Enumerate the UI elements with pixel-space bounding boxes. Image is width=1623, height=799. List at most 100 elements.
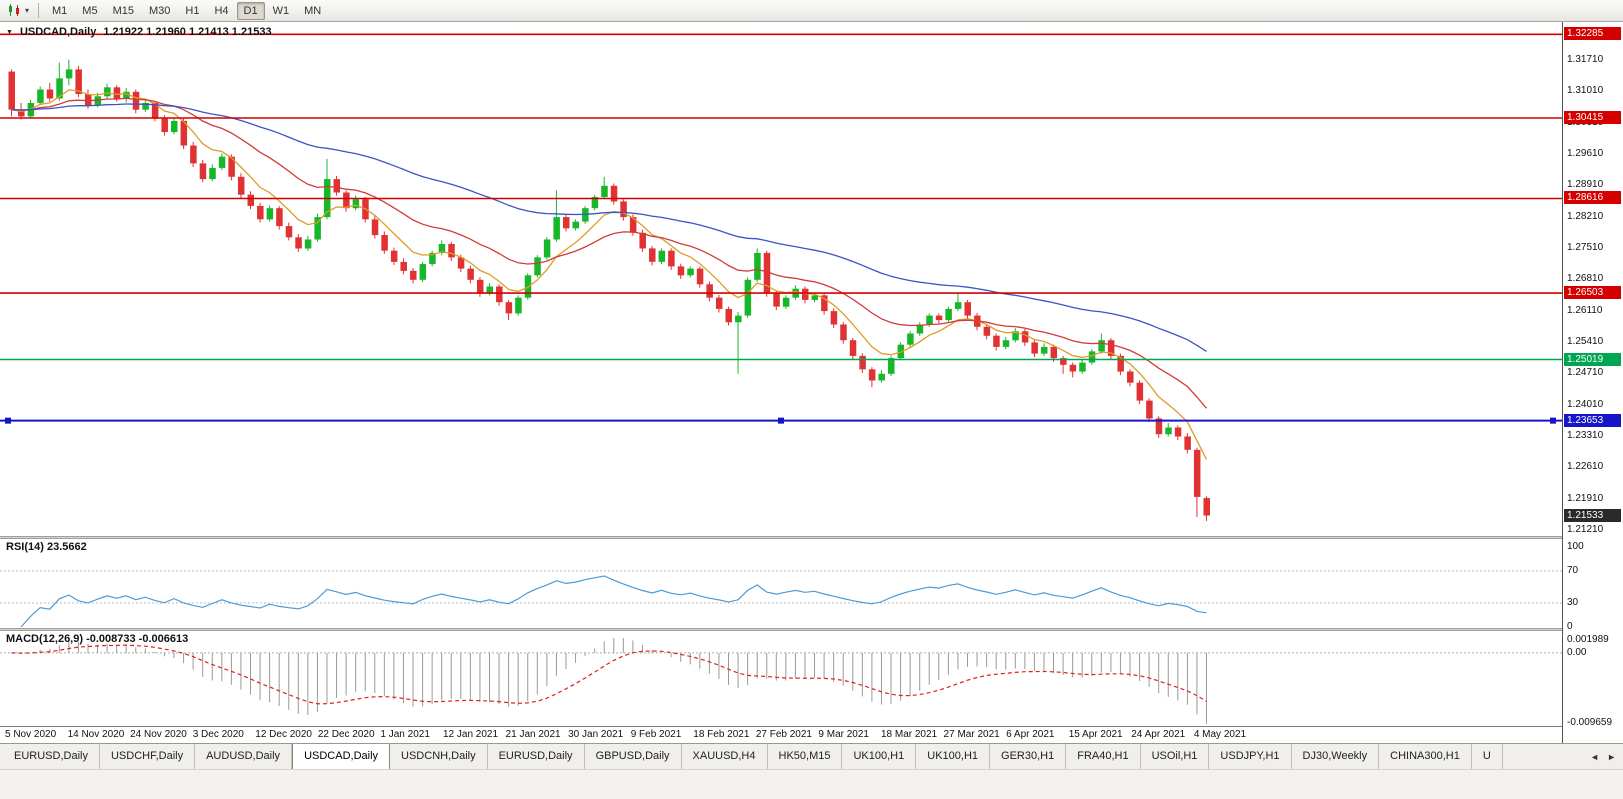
date-axis-label: 9 Mar 2021 — [818, 729, 869, 740]
date-axis-label: 5 Nov 2020 — [5, 729, 57, 740]
chart-tab-usdjpy-h1[interactable]: USDJPY,H1 — [1209, 744, 1292, 769]
price-axis-label: 1.26110 — [1567, 304, 1603, 316]
tab-scroll-arrows: ◄ ► — [1583, 744, 1623, 769]
price-axis-label: 1.23310 — [1567, 430, 1604, 441]
timeframe-button-m1[interactable]: M1 — [52, 4, 68, 17]
price-level-badge[interactable]: 1.30415 — [1564, 110, 1621, 124]
price-level-badge[interactable]: 1.32285 — [1564, 27, 1621, 41]
collapse-icon[interactable]: ▼ — [6, 28, 13, 36]
status-strip — [0, 769, 1623, 799]
chart-tab-usdcad-daily[interactable]: USDCAD,Daily — [292, 744, 391, 769]
price-axis-label: 1.22610 — [1567, 461, 1604, 473]
price-axis-label: 1.21210 — [1567, 524, 1604, 535]
price-scale[interactable]: 1.317101.310101.303101.296101.289101.282… — [1562, 22, 1623, 743]
chart-tab-eurusd-daily[interactable]: EURUSD,Daily — [3, 744, 100, 769]
rsi-axis-label: 0 — [1567, 621, 1573, 632]
date-axis-label: 14 Nov 2020 — [67, 729, 125, 740]
date-axis-label: 6 Apr 2021 — [1006, 729, 1055, 740]
date-axis-label: 1 Jan 2021 — [380, 729, 430, 740]
rsi-axis-label: 30 — [1567, 597, 1579, 608]
price-axis-label: 1.24010 — [1567, 398, 1604, 410]
price-level-badge[interactable]: 1.26503 — [1564, 286, 1621, 300]
macd-axis-label: 0.001989 — [1567, 634, 1609, 645]
candlestick-series — [8, 59, 1210, 521]
chart-symbol-label: USDCAD,Daily — [19, 26, 97, 38]
chart-tab-gbpusd-daily[interactable]: GBPUSD,Daily — [585, 744, 682, 769]
price-axis-label: 1.25410 — [1567, 336, 1604, 347]
rsi-indicator-label: RSI(14) 23.5662 — [6, 541, 87, 553]
toolbar-separator — [38, 3, 40, 18]
level-line-handle[interactable] — [5, 417, 11, 424]
date-axis-label: 12 Dec 2020 — [255, 729, 312, 740]
chart-tab-hk50-m15[interactable]: HK50,M15 — [768, 744, 843, 769]
chart-tab-uk100-h1[interactable]: UK100,H1 — [916, 744, 991, 769]
level-line-handle[interactable] — [1550, 417, 1556, 424]
chart-tab-xauusd-h4[interactable]: XAUUSD,H4 — [682, 744, 768, 769]
price-level-badge[interactable]: 1.25019 — [1564, 352, 1621, 366]
price-axis-label: 1.31710 — [1567, 54, 1604, 65]
price-level-badge[interactable]: 1.28616 — [1564, 191, 1621, 205]
chart-tab-usdcnh-daily[interactable]: USDCNH,Daily — [390, 744, 488, 769]
date-axis-label: 21 Jan 2021 — [505, 729, 561, 740]
timeframe-button-m15[interactable]: M15 — [112, 4, 134, 17]
timeframe-button-m30[interactable]: M30 — [148, 4, 171, 17]
chart-tab-eurusd-daily[interactable]: EURUSD,Daily — [488, 744, 585, 769]
level-line-handle[interactable] — [778, 417, 784, 424]
chart-tab-uk100-h1[interactable]: UK100,H1 — [842, 744, 917, 769]
macd-signal-line — [11, 644, 1207, 705]
chart-region: ▼ USDCAD,Daily 1.21922 1.21960 1.21413 1… — [0, 22, 1623, 743]
chart-tab-ger30-h1[interactable]: GER30,H1 — [990, 744, 1067, 769]
chart-canvas[interactable] — [0, 22, 1623, 743]
chart-tabs: EURUSD,Daily USDCHF,Daily AUDUSD,Daily USDC… — [0, 744, 1583, 769]
price-axis-label: 1.31010 — [1567, 85, 1604, 97]
chart-type-icon[interactable]: ▾ — [4, 3, 32, 18]
chart-header: ▼ USDCAD,Daily 1.21922 1.21960 1.21413 1… — [6, 26, 272, 38]
price-level-badge[interactable]: 1.23653 — [1564, 413, 1621, 427]
rsi-line — [20, 575, 1207, 628]
price-axis-label: 1.26810 — [1567, 273, 1604, 285]
timeframe-button-h4[interactable]: H4 — [214, 4, 229, 17]
time-scale[interactable]: 5 Nov 2020 14 Nov 2020 24 Nov 2020 3 Dec 20… — [0, 727, 1562, 743]
date-axis-label: 4 May 2021 — [1193, 729, 1247, 740]
panel-separator-macd[interactable] — [0, 628, 1623, 631]
timeframe-button-m5[interactable]: M5 — [82, 4, 98, 17]
date-axis-label: 18 Mar 2021 — [880, 729, 938, 740]
date-axis-label: 12 Jan 2021 — [442, 729, 499, 740]
chart-tab-usoil-h1[interactable]: USOil,H1 — [1141, 744, 1210, 769]
date-axis-label: 24 Apr 2021 — [1131, 729, 1186, 740]
chart-tab-fra40-h1[interactable]: FRA40,H1 — [1066, 744, 1141, 769]
macd-axis-label: -0.009659 — [1567, 717, 1613, 728]
chart-tab-dj30-weekly[interactable]: DJ30,Weekly — [1292, 744, 1380, 769]
chart-bottom-frame — [0, 726, 1623, 727]
date-axis-label: 9 Feb 2021 — [630, 729, 682, 740]
chart-tab-u[interactable]: U — [1472, 744, 1503, 769]
chart-tab-audusd-daily[interactable]: AUDUSD,Daily — [195, 744, 293, 769]
bid-price-badge: 1.21533 — [1564, 508, 1621, 522]
overlay-ma-medium — [11, 97, 1207, 409]
chart-tab-bar: EURUSD,Daily USDCHF,Daily AUDUSD,Daily USDC… — [0, 743, 1623, 769]
rsi-axis-label: 100 — [1567, 541, 1584, 552]
tab-scroll-right-button[interactable]: ► — [1607, 751, 1616, 762]
macd-histogram — [20, 638, 1207, 724]
chart-tab-usdchf-daily[interactable]: USDCHF,Daily — [100, 744, 196, 769]
timeframe-button-h1[interactable]: H1 — [185, 4, 200, 17]
date-axis-label: 30 Jan 2021 — [568, 729, 624, 740]
date-axis-label: 3 Dec 2020 — [192, 729, 244, 740]
rsi-axis-label: 70 — [1567, 565, 1579, 576]
price-axis-label: 1.21910 — [1567, 492, 1604, 504]
panel-separator-rsi[interactable] — [0, 536, 1623, 539]
price-axis-label: 1.28910 — [1567, 179, 1604, 191]
timeframe-button-w1[interactable]: W1 — [272, 4, 290, 17]
timeframe-buttons: M1 M5 M15 M30 H1 H4 D1 W1 MN — [45, 1, 328, 20]
chart-tab-china300-h1[interactable]: CHINA300,H1 — [1379, 744, 1472, 769]
timeframe-button-mn[interactable]: MN — [304, 4, 322, 17]
price-axis-label: 1.24710 — [1567, 367, 1604, 379]
date-axis-label: 15 Apr 2021 — [1068, 729, 1123, 740]
macd-axis-label: 0.00 — [1567, 646, 1587, 658]
timeframe-button-d1[interactable]: D1 — [236, 1, 265, 20]
toolbar: ▾ M1 M5 M15 M30 H1 H4 D1 W1 MN — [0, 0, 1623, 22]
tab-scroll-left-button[interactable]: ◄ — [1590, 751, 1600, 762]
chevron-down-icon: ▾ — [25, 6, 30, 15]
date-axis-label: 27 Mar 2021 — [943, 729, 1000, 740]
candlestick-icon — [9, 4, 19, 16]
